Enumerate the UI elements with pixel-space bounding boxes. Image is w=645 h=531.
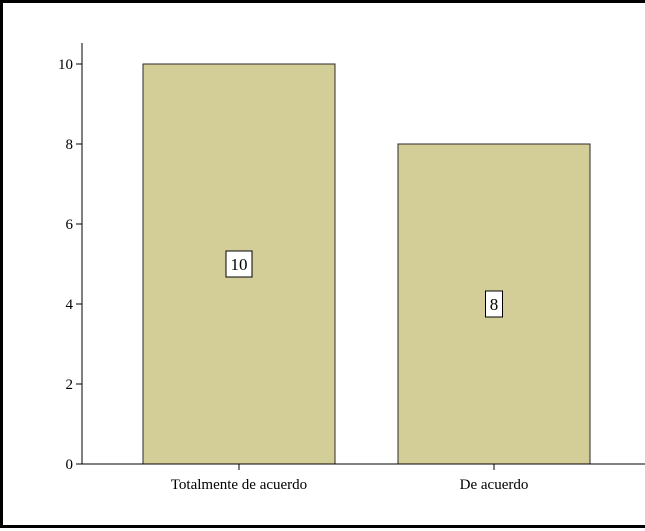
y-tick-label: 10 bbox=[58, 57, 73, 73]
y-tick-label: 2 bbox=[66, 377, 74, 393]
y-tick-label: 4 bbox=[66, 297, 74, 313]
x-axis: Totalmente de acuerdo De acuerdo bbox=[76, 463, 645, 493]
x-category-label: De acuerdo bbox=[460, 477, 529, 493]
y-axis: 0 2 4 6 8 10 bbox=[58, 43, 83, 473]
data-labels: 10 8 bbox=[225, 250, 503, 318]
y-tick-label: 0 bbox=[66, 457, 74, 473]
y-tick-label: 6 bbox=[66, 217, 74, 233]
x-category-label: Totalmente de acuerdo bbox=[171, 477, 307, 493]
bars bbox=[142, 63, 591, 465]
y-tick-label: 8 bbox=[66, 137, 74, 153]
data-label-box-0 bbox=[225, 250, 253, 278]
data-label-box-1 bbox=[485, 290, 503, 318]
data-label-1: 8 bbox=[490, 295, 499, 314]
data-label-0: 10 bbox=[231, 255, 248, 274]
